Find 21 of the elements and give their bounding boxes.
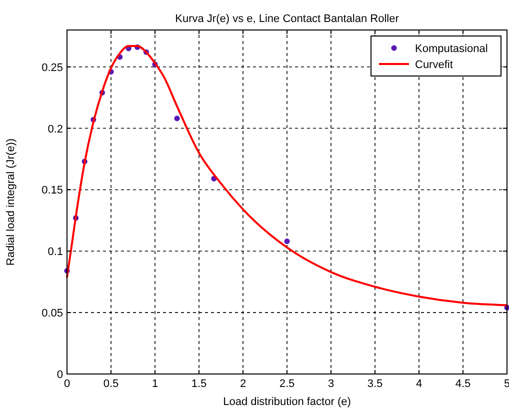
chart-title: Kurva Jr(e) vs e, Line Contact Bantalan Roller — [175, 13, 400, 25]
x-tick-label: 0 — [64, 378, 70, 390]
x-tick-label: 4 — [416, 378, 422, 390]
x-axis-title: Load distribution factor (e) — [223, 396, 351, 408]
x-tick-label: 2 — [240, 378, 246, 390]
x-tick-label: 1.5 — [191, 378, 207, 390]
y-tick-label: 0.05 — [42, 308, 63, 320]
y-tick-label: 0.1 — [48, 246, 63, 258]
x-tick-label: 3.5 — [367, 378, 383, 390]
x-tick-label: 3 — [328, 378, 334, 390]
y-tick-label: 0.25 — [42, 62, 63, 74]
y-axis-title: Radial load integral (Jr(e)) — [5, 138, 17, 266]
x-tick-label: 0.5 — [103, 378, 119, 390]
legend-label: Curvefit — [415, 59, 453, 71]
x-tick-label: 2.5 — [279, 378, 295, 390]
y-tick-label: 0.15 — [42, 184, 63, 197]
y-tick-label: 0.2 — [48, 123, 63, 136]
x-tick-label: 1 — [152, 378, 158, 390]
legend-label: Komputasional — [415, 43, 488, 55]
x-tick-label: 4.5 — [455, 378, 471, 390]
y-tick-label: 0 — [56, 369, 63, 381]
